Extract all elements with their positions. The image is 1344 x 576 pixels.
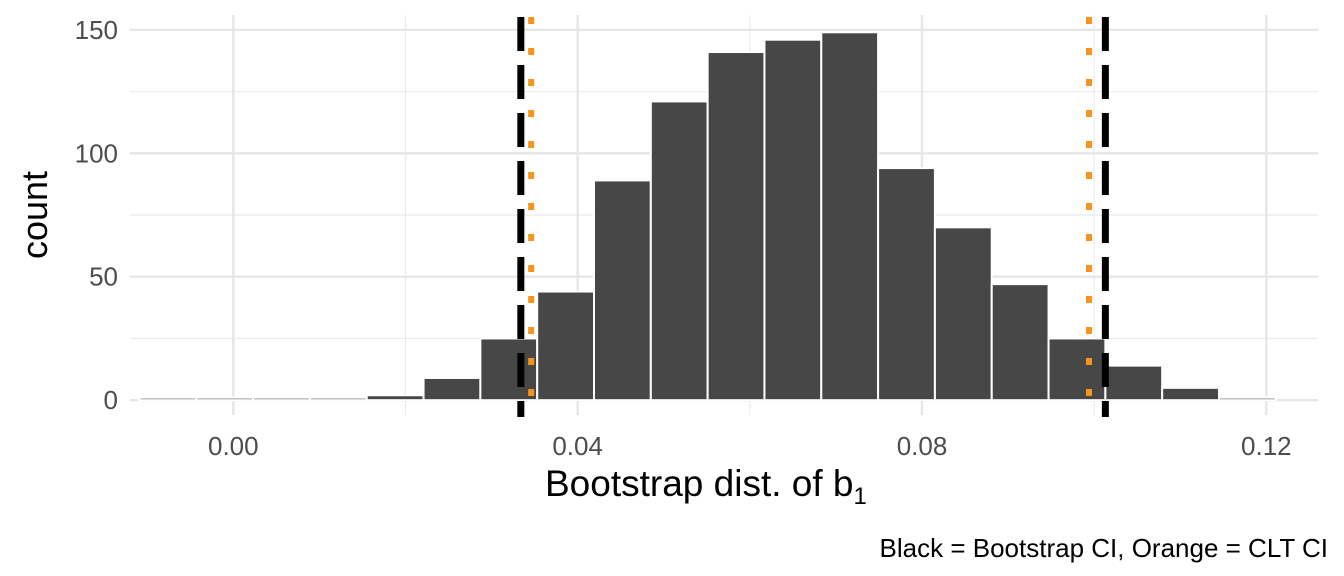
histogram-bar xyxy=(308,396,368,402)
histogram-bar xyxy=(422,376,482,402)
histogram-bar xyxy=(990,283,1050,402)
histogram-bar xyxy=(1104,364,1164,402)
histogram-bar xyxy=(1218,396,1277,402)
x-tick-label: 0.04 xyxy=(552,431,603,461)
y-axis-title: count xyxy=(14,171,55,259)
y-tick-label: 150 xyxy=(75,15,118,45)
ci-reference-lines xyxy=(517,17,1109,417)
x-axis-title-subscript: 1 xyxy=(853,483,867,510)
histogram-bar xyxy=(763,38,823,402)
x-tick-label: 0.00 xyxy=(208,431,259,461)
x-tick-label: 0.08 xyxy=(897,431,948,461)
histogram-bar xyxy=(933,226,993,402)
chart-caption: Black = Bootstrap CI, Orange = CLT CI xyxy=(879,533,1328,563)
y-tick-label: 50 xyxy=(89,262,118,292)
x-axis-title: Bootstrap dist. of b1 xyxy=(545,463,867,511)
histogram-bar xyxy=(536,290,596,402)
y-tick-label: 100 xyxy=(75,138,118,168)
histogram-bar xyxy=(706,51,766,402)
histogram-bar xyxy=(138,396,198,402)
histogram-bars xyxy=(138,31,1277,402)
x-axis-ticks: 0.00 0.04 0.08 0.12 xyxy=(208,431,1292,461)
histogram-bar xyxy=(252,396,311,402)
x-tick-label: 0.12 xyxy=(1241,431,1292,461)
x-axis-title-text: Bootstrap dist. of b xyxy=(545,463,854,504)
y-tick-label: 0 xyxy=(104,385,118,415)
histogram-bar xyxy=(877,167,936,402)
histogram-bar xyxy=(649,100,709,402)
histogram-bar xyxy=(820,31,880,402)
histogram-bar xyxy=(365,394,425,402)
histogram-bar xyxy=(195,396,255,402)
histogram-bar xyxy=(1047,337,1107,402)
histogram-bar xyxy=(1161,386,1221,402)
histogram-bar xyxy=(593,179,652,402)
y-axis-ticks: 0 50 100 150 xyxy=(75,15,118,415)
